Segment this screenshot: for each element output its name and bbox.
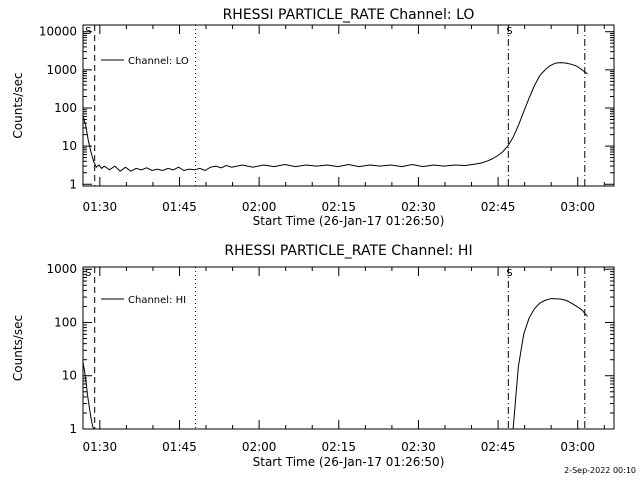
x-tick-label: 02:00: [242, 200, 277, 214]
y-tick-label: 10: [62, 139, 77, 153]
y-axis-label: Counts/sec: [11, 72, 25, 138]
y-tick-label: 100: [54, 315, 77, 329]
series-line: [83, 62, 588, 172]
y-tick-label: 10000: [39, 25, 77, 39]
x-tick-label: 02:30: [401, 200, 436, 214]
x-tick-label: 02:45: [481, 440, 516, 454]
x-tick-label: 02:00: [242, 440, 277, 454]
x-tick-label: 01:30: [83, 200, 118, 214]
x-axis-label: Start Time (26-Jan-17 01:26:50): [253, 455, 445, 469]
plot-frame: [82, 266, 615, 430]
saa-marker: S: [506, 26, 512, 37]
y-tick-label: 10: [62, 369, 77, 383]
x-tick-label: 02:15: [321, 440, 356, 454]
x-axis-label: Start Time (26-Jan-17 01:26:50): [253, 214, 445, 228]
y-tick-label: 1: [69, 422, 77, 436]
legend-label: Channel: HI: [128, 295, 186, 306]
chart-title: RHESSI PARTICLE_RATE Channel: LO: [223, 7, 475, 23]
panel-hi-channel: RHESSI PARTICLE_RATE Channel: HI 1 10 100 10…: [11, 243, 615, 469]
y-tick-label: 1000: [46, 63, 77, 77]
panel-lo-channel: RHESSI PARTICLE_RATE Channel: LO 1 10 100 10…: [11, 7, 615, 228]
series-line: [512, 298, 588, 429]
chart-title: RHESSI PARTICLE_RATE Channel: HI: [224, 243, 472, 259]
x-tick-label: 01:30: [83, 440, 118, 454]
saa-marker: S: [506, 268, 512, 279]
x-tick-label: 02:45: [481, 200, 516, 214]
x-tick-label: 03:00: [560, 200, 595, 214]
y-tick-label: 1: [69, 177, 77, 191]
saa-marker: S: [85, 26, 91, 37]
x-tick-label: 01:45: [162, 200, 197, 214]
x-tick-label: 02:15: [321, 200, 356, 214]
footer-timestamp: 2-Sep-2022 00:10: [564, 466, 636, 475]
saa-marker: S: [85, 268, 91, 279]
x-tick-label: 01:45: [162, 440, 197, 454]
series-line: [83, 362, 95, 429]
x-tick-label: 02:30: [401, 440, 436, 454]
x-tick-label: 03:00: [560, 440, 595, 454]
plot-frame: [82, 24, 615, 187]
y-axis-label: Counts/sec: [11, 315, 25, 381]
legend-label: Channel: LO: [128, 56, 189, 67]
y-tick-label: 100: [54, 101, 77, 115]
y-tick-label: 1000: [46, 262, 77, 276]
